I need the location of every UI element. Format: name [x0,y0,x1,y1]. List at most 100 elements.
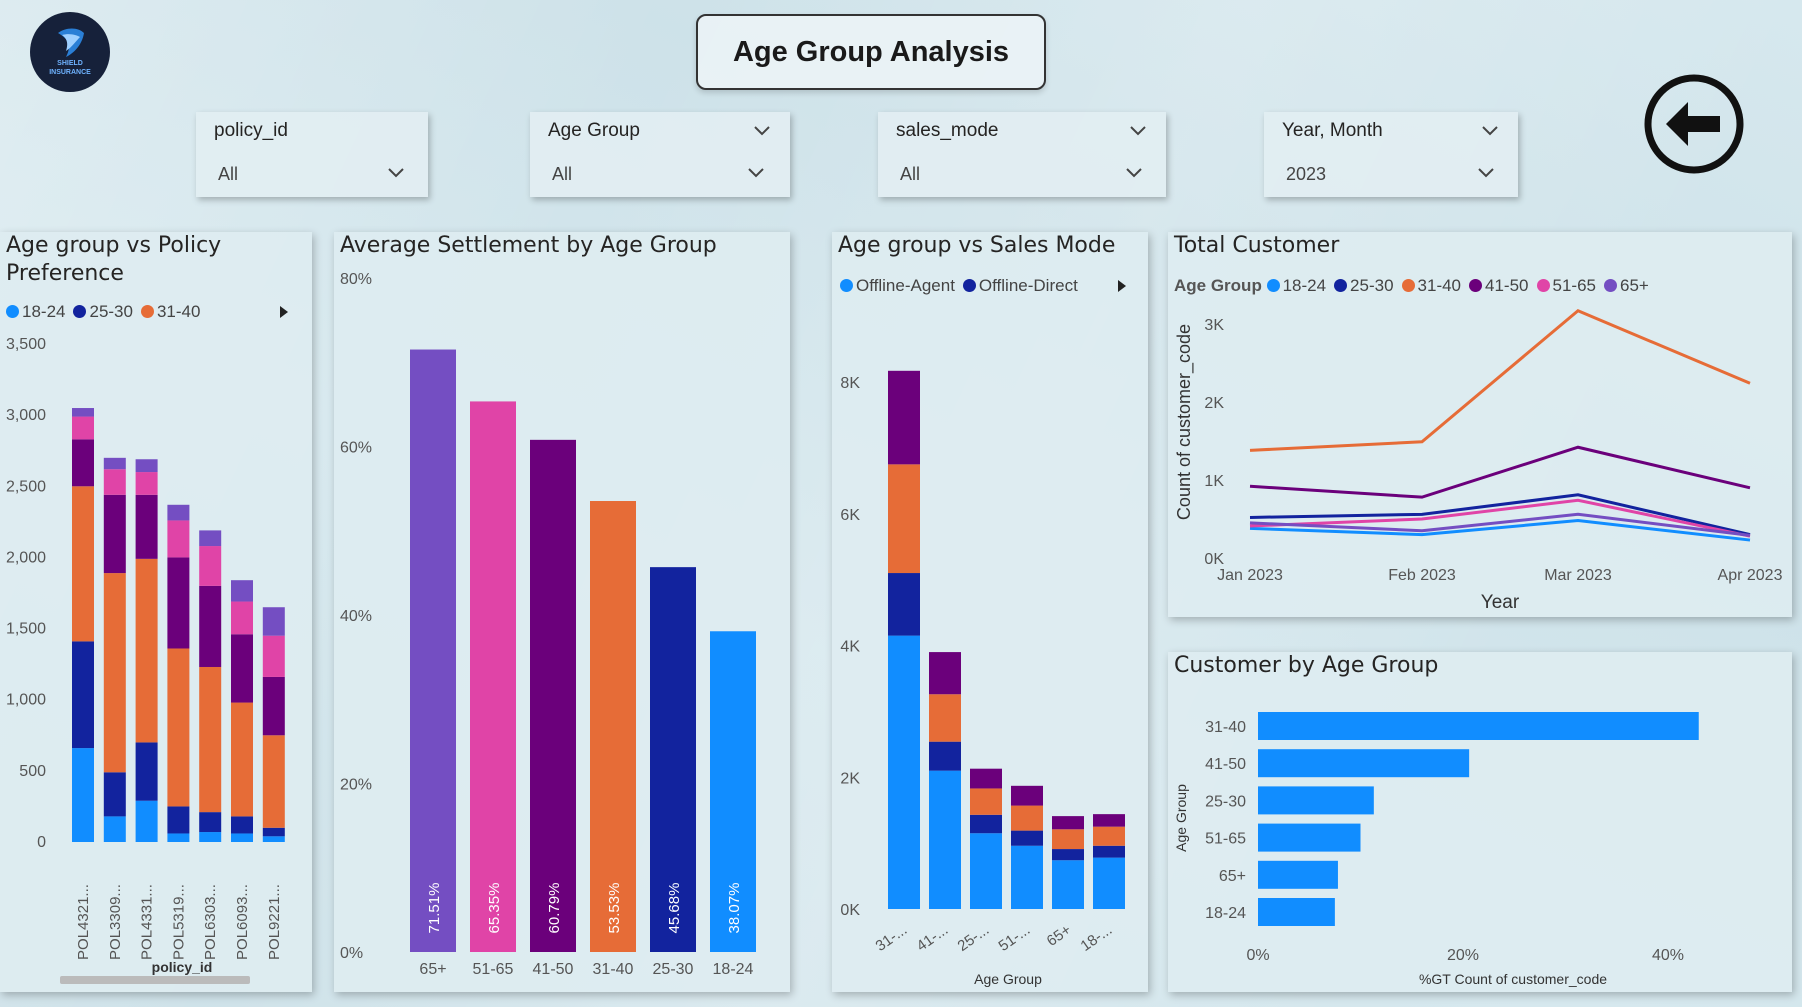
panel-policy-preference[interactable]: Age group vs Policy Preference 18-24 25-3… [0,232,312,992]
bar-segment[interactable] [888,370,920,465]
bar[interactable] [470,401,516,952]
chevron-down-icon[interactable] [388,168,404,178]
bar-segment[interactable] [970,833,1002,909]
chevron-down-icon[interactable] [1126,168,1142,178]
bar-segment[interactable] [199,530,222,547]
legend-item[interactable]: 18-24 [1266,276,1326,295]
bar-segment[interactable] [1052,849,1084,861]
bar-segment[interactable] [262,676,285,736]
bar-segment[interactable] [135,800,158,842]
bar-segment[interactable] [135,459,158,473]
legend-item[interactable]: 41-50 [1469,276,1529,295]
bar-segment[interactable] [231,816,253,834]
series-line[interactable] [1249,309,1751,452]
bar-segment[interactable] [103,816,126,842]
bar-segment[interactable] [231,580,253,602]
bar-segment[interactable] [231,702,253,817]
bar-segment[interactable] [135,742,158,801]
series-line[interactable] [1249,445,1751,499]
bar[interactable] [1258,749,1470,778]
legend-item[interactable]: 25-30 [73,302,133,321]
legend-next-arrow-icon[interactable] [278,304,290,320]
bar-segment[interactable] [72,748,94,842]
bar-segment[interactable] [262,635,285,677]
bar-segment[interactable] [167,833,190,842]
chevron-down-icon[interactable] [1478,168,1494,178]
bar-segment[interactable] [1093,857,1125,909]
bar-segment[interactable] [1052,829,1084,850]
bar[interactable] [410,349,456,952]
bar-segment[interactable] [135,558,158,743]
bar[interactable] [530,439,576,952]
bar-segment[interactable] [72,486,94,642]
bar[interactable] [1258,898,1335,926]
bar-segment[interactable] [135,494,158,559]
slicer-age-group[interactable]: Age Group All [530,112,790,197]
bar-segment[interactable] [167,806,190,834]
bar-segment[interactable] [970,768,1002,789]
bar-segment[interactable] [262,827,285,837]
legend-item[interactable]: 31-40 [1401,276,1461,295]
legend-item[interactable]: 65+ [1603,276,1649,295]
bar-segment[interactable] [167,648,190,807]
bar-segment[interactable] [929,770,961,909]
legend-item[interactable]: 51-65 [1536,276,1596,295]
bar-segment[interactable] [929,652,961,695]
bar[interactable] [1258,712,1699,740]
bar-segment[interactable] [72,641,94,749]
bar-segment[interactable] [167,520,190,558]
bar-segment[interactable] [888,573,920,636]
bar-segment[interactable] [199,812,222,833]
panel-sales-mode[interactable]: Age group vs Sales Mode Offline-Agent Off… [832,232,1148,992]
bar[interactable] [650,567,696,952]
bar[interactable] [590,501,636,952]
bar-segment[interactable] [231,601,253,635]
bar-segment[interactable] [1093,814,1125,827]
panel-total-customer[interactable]: Total Customer Age Group 18-24 25-30 31-40… [1168,232,1792,617]
chevron-down-icon[interactable] [1130,126,1146,136]
bar-segment[interactable] [1052,816,1084,830]
horizontal-scrollbar[interactable] [60,976,250,984]
bar-segment[interactable] [1093,845,1125,858]
bar-segment[interactable] [1011,785,1043,806]
chevron-down-icon[interactable] [1482,126,1498,136]
bar-segment[interactable] [1011,805,1043,831]
bar-segment[interactable] [72,416,94,440]
bar-segment[interactable] [970,788,1002,815]
bar-segment[interactable] [103,494,126,574]
bar-segment[interactable] [199,546,222,586]
bar-segment[interactable] [103,772,126,817]
panel-customer-by-age-group[interactable]: Customer by Age Group 31-40 41-50 25-30 51-… [1168,652,1792,992]
bar-segment[interactable] [888,635,920,909]
series-line[interactable] [1249,498,1751,538]
legend-next-arrow-icon[interactable] [1116,278,1128,294]
bar-segment[interactable] [231,833,253,842]
legend-item[interactable]: 31-40 [140,302,200,321]
slicer-policy-id[interactable]: policy_id All [196,112,428,197]
series-line[interactable] [1249,512,1751,537]
slicer-year-month[interactable]: Year, Month 2023 [1264,112,1518,197]
slicer-sales-mode[interactable]: sales_mode All [878,112,1166,197]
series-line[interactable] [1249,519,1751,542]
bar-segment[interactable] [262,607,285,636]
bar-segment[interactable] [103,573,126,773]
panel-average-settlement[interactable]: Average Settlement by Age Group 0% 20% 40%… [334,232,790,992]
legend-item[interactable]: Offline-Agent [840,276,955,295]
bar[interactable] [1258,823,1361,852]
bar-segment[interactable] [1052,860,1084,909]
legend-item[interactable]: 18-24 [6,302,65,321]
bar-segment[interactable] [929,741,961,771]
bar-segment[interactable] [72,439,94,487]
bar[interactable] [1258,860,1338,889]
bar-segment[interactable] [1093,826,1125,846]
series-line[interactable] [1249,493,1751,537]
bar-segment[interactable] [199,585,222,667]
back-button[interactable] [1644,74,1744,174]
bar-segment[interactable] [135,472,158,495]
bar-segment[interactable] [262,735,285,828]
bar-segment[interactable] [72,408,94,417]
bar-segment[interactable] [103,469,126,495]
chevron-down-icon[interactable] [754,126,770,136]
bar-segment[interactable] [970,814,1002,834]
chevron-down-icon[interactable] [748,168,764,178]
